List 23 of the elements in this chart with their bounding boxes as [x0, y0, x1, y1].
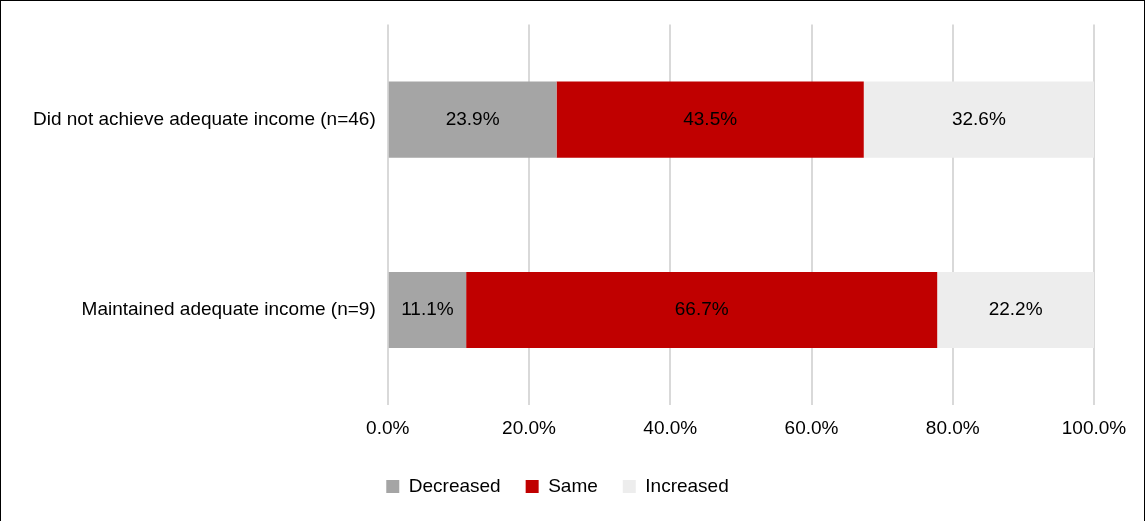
- bar: [466, 271, 938, 349]
- bar: [863, 81, 1094, 158]
- data-label: 11.1%: [401, 298, 454, 320]
- x-tick-label: 100.0%: [1061, 416, 1127, 438]
- data-label: 66.7%: [674, 298, 729, 320]
- bar: [388, 271, 467, 349]
- y-tick-label: Maintained adequate income (n=9): [81, 298, 376, 320]
- x-tick-label: 60.0%: [784, 416, 839, 438]
- y-tick-label: Did not achieve adequate income (n=46): [32, 107, 376, 129]
- x-tick-label: 20.0%: [502, 416, 557, 438]
- x-tick-label: 40.0%: [643, 416, 698, 438]
- legend-label: Increased: [645, 474, 729, 496]
- data-label: 43.5%: [683, 107, 738, 129]
- data-label: 32.6%: [951, 107, 1006, 129]
- x-tick-label: 0.0%: [366, 416, 410, 438]
- bar: [388, 81, 557, 158]
- legend-label: Decreased: [408, 474, 501, 496]
- legend-label: Same: [548, 474, 598, 496]
- x-tick-label: 80.0%: [925, 416, 980, 438]
- data-label: 23.9%: [445, 107, 500, 129]
- bar: [937, 271, 1094, 349]
- bar: [556, 81, 864, 158]
- data-label: 22.2%: [988, 298, 1043, 320]
